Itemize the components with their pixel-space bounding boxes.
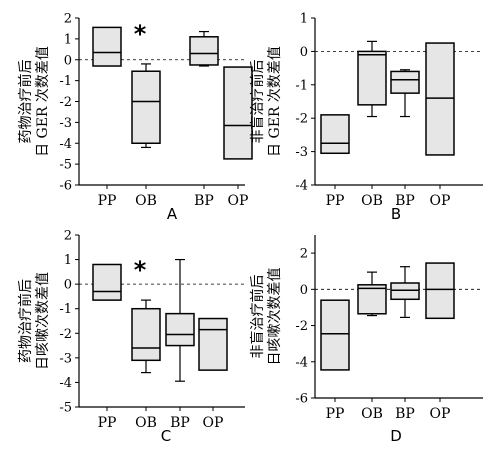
y-axis-label-line-1: 药物治疗前后 bbox=[17, 279, 34, 363]
category-label-op: OP bbox=[203, 415, 224, 431]
y-axis-label-line-1: 非盲治疗前后 bbox=[249, 60, 266, 144]
category-label-ob: OB bbox=[135, 193, 157, 209]
y-axis-label-line-1: 药物治疗前后 bbox=[17, 60, 34, 144]
category-label-bp: BP bbox=[170, 415, 190, 431]
category-label-pp: PP bbox=[326, 406, 345, 422]
category-label-ob: OB bbox=[135, 415, 157, 431]
box-op bbox=[198, 317, 228, 371]
box-op bbox=[425, 262, 455, 320]
y-tick-label: 1 bbox=[300, 12, 308, 27]
box-iqr bbox=[390, 70, 420, 94]
box-bp bbox=[390, 69, 420, 118]
y-tick-label: -3 bbox=[295, 145, 308, 160]
y-tick-label: -2 bbox=[295, 319, 308, 334]
box-iqr bbox=[92, 26, 122, 67]
y-tick-label: -4 bbox=[295, 179, 308, 194]
panel-label: D bbox=[390, 427, 402, 445]
box-iqr bbox=[92, 263, 122, 301]
panel-a: -6 -5 -4 -3 -2 -1 0 1 2 PP OB BP OP * 药物治疗前后日 GER 次数差值… bbox=[17, 12, 253, 223]
y-tick-label: 0 bbox=[64, 53, 72, 68]
category-label-pp: PP bbox=[98, 193, 117, 209]
category-label-ob: OB bbox=[361, 193, 383, 209]
y-tick-label: -3 bbox=[59, 351, 72, 366]
box-iqr bbox=[357, 50, 387, 106]
box-iqr bbox=[390, 282, 420, 301]
category-label-bp: BP bbox=[395, 406, 415, 422]
y-tick-label: 0 bbox=[64, 278, 72, 293]
category-label-pp: PP bbox=[326, 193, 345, 209]
box-ob bbox=[357, 271, 387, 317]
box-iqr bbox=[165, 312, 195, 347]
y-tick-label: -3 bbox=[59, 116, 72, 131]
box-bp bbox=[165, 258, 195, 382]
y-axis-label-line-2: 日咳嗽次数差值 bbox=[267, 268, 283, 366]
y-tick-label: -4 bbox=[295, 355, 308, 370]
category-label-op: OP bbox=[430, 406, 451, 422]
y-tick-label: -2 bbox=[295, 112, 308, 127]
box-pp bbox=[92, 26, 122, 67]
panel-label: B bbox=[391, 205, 401, 223]
y-tick-label: -2 bbox=[59, 95, 72, 110]
box-ob bbox=[131, 299, 161, 374]
box-ob bbox=[131, 63, 161, 149]
category-label-op: OP bbox=[430, 193, 451, 209]
box-iqr bbox=[357, 284, 387, 315]
box-pp bbox=[320, 299, 350, 371]
y-tick-label: -5 bbox=[59, 158, 72, 173]
y-tick-label: 2 bbox=[300, 247, 308, 262]
significance-star: * bbox=[134, 20, 147, 48]
panel-label: A bbox=[167, 205, 178, 223]
y-axis-label-line-2: 日 GER 次数差值 bbox=[267, 46, 283, 157]
y-tick-label: 1 bbox=[64, 32, 72, 47]
y-tick-label: 2 bbox=[64, 12, 72, 27]
panel-label: C bbox=[161, 427, 171, 445]
box-iqr bbox=[131, 307, 161, 362]
y-tick-label: -4 bbox=[59, 137, 72, 152]
significance-star: * bbox=[134, 256, 147, 284]
y-tick-label: -1 bbox=[59, 302, 72, 317]
y-tick-label: 0 bbox=[300, 283, 308, 298]
y-axis-label-line-2: 日 GER 次数差值 bbox=[35, 46, 51, 157]
box-iqr bbox=[425, 42, 455, 156]
panel-c: -5 -4 -3 -2 -1 0 1 2 PP OB BP OP * 药物治疗前后 日咳嗽次数差值 C bbox=[17, 229, 245, 445]
box-iqr bbox=[131, 70, 161, 144]
y-axis-label-line-1: 非盲治疗前后 bbox=[249, 275, 266, 359]
panel-b: -4 -3 -2 -1 0 1 PP OB BP OP 非盲治疗前后日 GER 次数差值 B bbox=[249, 12, 483, 223]
y-tick-label: -1 bbox=[59, 74, 72, 89]
y-tick-label: -1 bbox=[295, 78, 308, 93]
y-axis-label-line-2: 日咳嗽次数差值 bbox=[35, 272, 51, 370]
box-iqr bbox=[198, 317, 228, 371]
box-iqr bbox=[425, 262, 455, 320]
y-tick-label: -2 bbox=[59, 327, 72, 342]
category-label-ob: OB bbox=[361, 406, 383, 422]
box-iqr bbox=[223, 66, 253, 160]
box-pp bbox=[92, 263, 122, 301]
y-tick-label: -6 bbox=[59, 179, 72, 194]
y-tick-label: 1 bbox=[64, 253, 72, 268]
box-ob bbox=[357, 40, 387, 118]
y-tick-label: -5 bbox=[59, 401, 72, 416]
category-label-bp: BP bbox=[395, 193, 415, 209]
category-label-bp: BP bbox=[194, 193, 214, 209]
y-tick-label: 0 bbox=[300, 45, 308, 60]
box-pp bbox=[320, 114, 350, 155]
category-label-pp: PP bbox=[98, 415, 117, 431]
box-iqr bbox=[320, 114, 350, 155]
panel-d: -6 -4 -2 0 2 PP OB BP OP 非盲治疗前后 日咳嗽次数差值 D bbox=[249, 235, 483, 445]
y-tick-label: -6 bbox=[295, 392, 308, 407]
box-bp bbox=[390, 266, 420, 319]
box-iqr bbox=[320, 299, 350, 371]
box-iqr bbox=[189, 36, 219, 66]
y-tick-label: 2 bbox=[64, 229, 72, 244]
box-op bbox=[425, 42, 455, 156]
box-bp bbox=[189, 30, 219, 67]
category-label-op: OP bbox=[228, 193, 249, 209]
y-tick-label: -4 bbox=[59, 376, 72, 391]
box-op bbox=[223, 66, 253, 160]
